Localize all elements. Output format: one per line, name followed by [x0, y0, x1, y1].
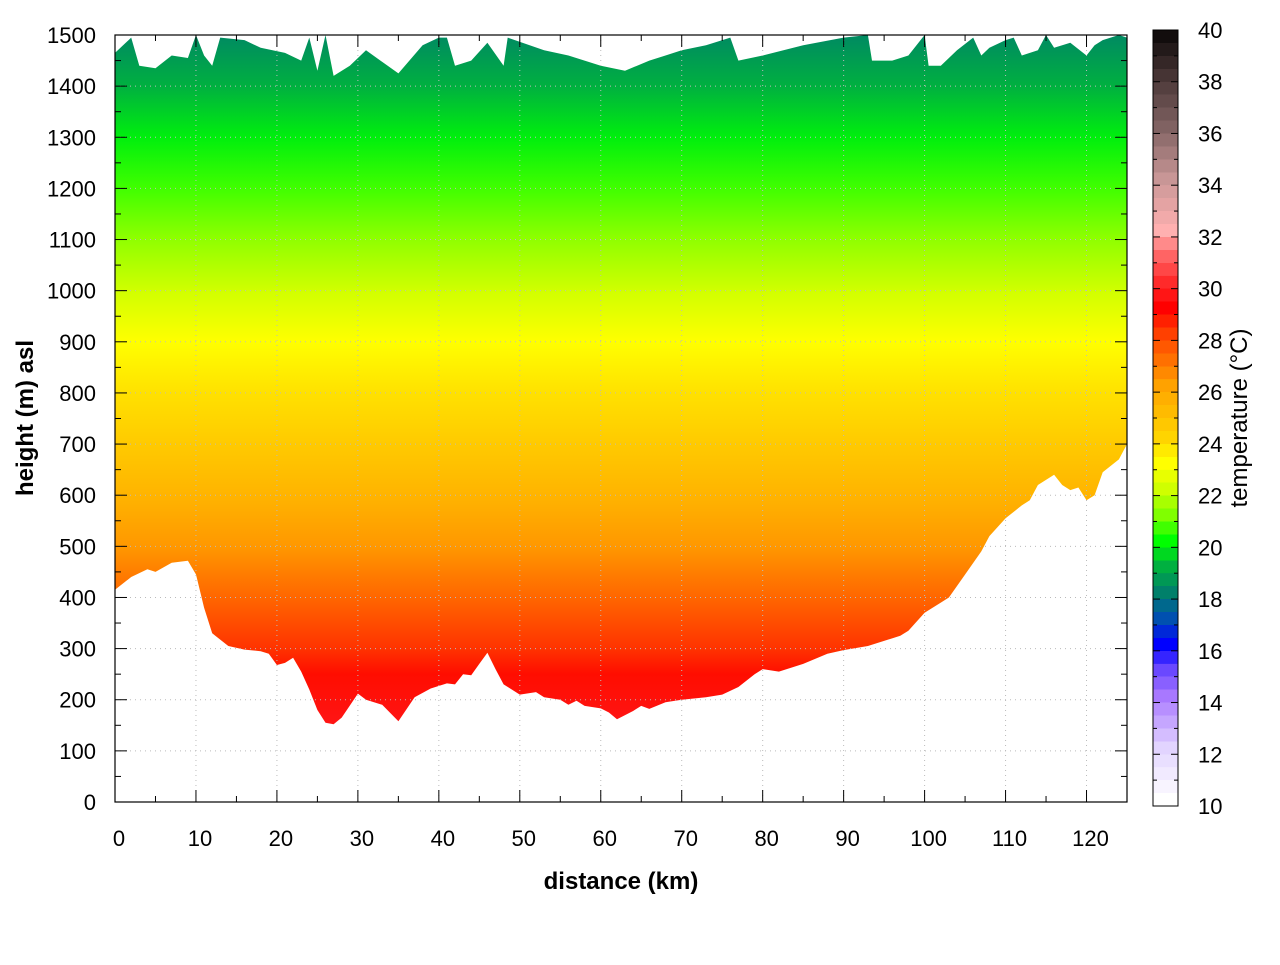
y-tick-label: 100 [59, 739, 96, 764]
x-tick-label: 110 [992, 826, 1027, 851]
y-tick-label: 300 [59, 637, 96, 662]
x-tick-label: 100 [910, 826, 947, 851]
y-tick-label: 900 [59, 330, 96, 355]
y-tick-label: 700 [59, 432, 96, 457]
y-tick-label: 1200 [47, 176, 96, 201]
y-tick-label: 1000 [47, 279, 96, 304]
x-tick-label: 10 [188, 826, 212, 851]
colorbar-tick-label: 12 [1198, 742, 1222, 767]
colorbar-tick-label: 20 [1198, 535, 1222, 560]
x-tick-label: 90 [835, 826, 859, 851]
colorbar-tick-label: 14 [1198, 691, 1222, 716]
colorbar-tick-label: 24 [1198, 432, 1222, 457]
x-axis-label: distance (km) [544, 868, 699, 895]
colorbar-ticks: 10 12 14 16 18 20 22 24 26 28 30 32 34 36 38 40 [1153, 18, 1222, 819]
colorbar-tick-label: 32 [1198, 225, 1222, 250]
y-tick-label: 800 [59, 381, 96, 406]
y-tick-label: 500 [59, 534, 96, 559]
colorbar-tick-label: 26 [1198, 380, 1222, 405]
y-tick-label: 1100 [49, 228, 96, 253]
grid-lines [115, 35, 1127, 802]
x-tick-label: 60 [593, 826, 617, 851]
x-tick-label: 50 [512, 826, 536, 851]
colorbar-label: temperature (°C) [1226, 329, 1253, 508]
colorbar-tick-label: 16 [1198, 639, 1222, 664]
colorbar-tick-label: 22 [1198, 484, 1222, 509]
colorbar [1152, 29, 1179, 807]
colorbar-tick-label: 28 [1198, 328, 1222, 353]
colorbar-tick-label: 34 [1198, 173, 1222, 198]
y-tick-label: 200 [59, 688, 96, 713]
y-tick-label: 600 [59, 483, 96, 508]
colorbar-tick-label: 36 [1198, 121, 1222, 146]
x-tick-label: 80 [754, 826, 778, 851]
y-tick-label: 400 [59, 585, 96, 610]
colorbar-tick-label: 40 [1198, 18, 1222, 43]
y-tick-labels: 0 100 200 300 400 500 600 700 800 900 1000 1100 1200… [47, 23, 96, 815]
y-axis-label: height (m) asl [12, 340, 39, 496]
colorbar-tick-label: 10 [1198, 794, 1222, 819]
temperature-field [115, 35, 1127, 725]
x-tick-label: 0 [113, 826, 125, 851]
x-tick-labels: 0 10 20 30 40 50 60 70 80 90 100 110 120 [113, 826, 1109, 851]
y-tick-label: 0 [84, 790, 96, 815]
y-tick-label: 1400 [47, 74, 96, 99]
plot-frame [114, 34, 1128, 803]
y-tick-label: 1500 [47, 23, 96, 48]
x-tick-label: 120 [1072, 826, 1109, 851]
colorbar-tick-label: 38 [1198, 70, 1222, 95]
y-tick-label: 1300 [47, 125, 96, 150]
colorbar-tick-label: 30 [1198, 277, 1222, 302]
colorbar-tick-label: 18 [1198, 587, 1222, 612]
x-tick-label: 30 [350, 826, 374, 851]
x-tick-label: 40 [431, 826, 455, 851]
x-tick-label: 70 [673, 826, 697, 851]
x-tick-label: 20 [269, 826, 293, 851]
